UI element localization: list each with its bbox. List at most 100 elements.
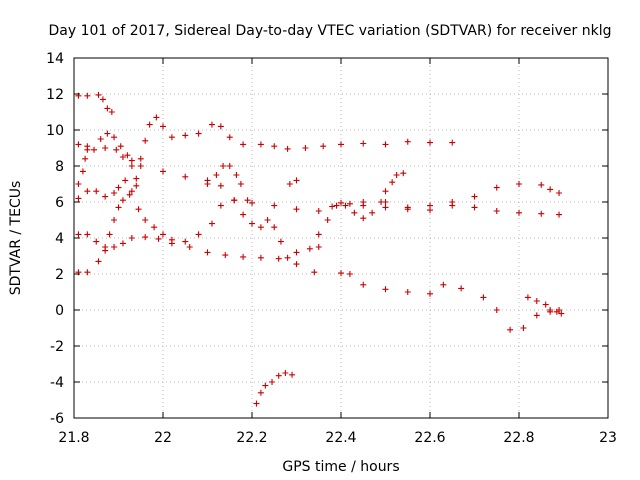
data-point	[233, 172, 240, 178]
series-satellite-c	[75, 146, 91, 187]
y-tick-label: 0	[55, 303, 64, 319]
series-satellite-i	[231, 197, 322, 261]
data-point	[91, 146, 98, 153]
data-point	[329, 203, 336, 210]
data-point	[208, 121, 215, 128]
data-point	[382, 199, 389, 205]
data-point	[75, 141, 82, 148]
data-point	[240, 211, 247, 218]
y-tick-label: 2	[55, 267, 64, 283]
data-point	[75, 231, 82, 238]
data-point	[160, 123, 166, 130]
data-point	[558, 310, 565, 317]
data-point	[93, 188, 100, 195]
data-point	[84, 146, 91, 153]
data-point	[142, 217, 149, 223]
data-point	[427, 207, 433, 214]
data-point	[195, 130, 202, 137]
data-point	[257, 254, 264, 261]
series-satellite-a	[75, 91, 115, 115]
data-point	[516, 181, 522, 187]
data-point	[151, 224, 158, 231]
data-point	[282, 370, 289, 376]
data-point	[217, 123, 224, 130]
data-point	[404, 289, 411, 295]
data-point	[293, 177, 300, 184]
data-point	[135, 206, 142, 213]
series-satellite-e	[75, 231, 563, 333]
data-point	[320, 143, 327, 150]
data-point	[128, 157, 135, 164]
data-point	[146, 121, 153, 128]
x-axis-label: GPS time / hours	[282, 459, 399, 475]
y-tick-label: -2	[50, 339, 64, 355]
data-point	[493, 184, 500, 191]
x-tick-label: 22.8	[503, 430, 534, 446]
axis-ticks: 21.8 22 22.2 22.4 22.6 22.8 23 -6 -4 -2 0 2 4 6 8 10 12 1…	[46, 51, 617, 446]
data-point	[547, 308, 554, 315]
data-point	[404, 138, 411, 145]
y-tick-label: 8	[55, 159, 64, 175]
data-point	[111, 244, 118, 250]
data-point	[182, 173, 189, 180]
data-point	[516, 209, 522, 216]
data-point	[271, 224, 278, 231]
data-point	[338, 141, 344, 148]
data-points	[75, 91, 565, 407]
data-point	[128, 235, 135, 241]
data-point	[338, 199, 344, 206]
data-point	[315, 208, 322, 214]
data-point	[168, 134, 175, 141]
data-point	[84, 92, 91, 99]
data-point	[275, 372, 282, 379]
data-point	[95, 91, 102, 98]
data-point	[160, 168, 166, 175]
data-point	[269, 379, 276, 385]
data-point	[257, 224, 264, 231]
data-point	[133, 182, 140, 189]
data-point	[204, 181, 211, 187]
data-point	[115, 184, 122, 191]
data-point	[95, 258, 102, 265]
data-point	[480, 294, 487, 301]
data-point	[113, 146, 120, 153]
data-point	[302, 145, 309, 151]
data-point	[142, 234, 149, 241]
series-satellite-h	[204, 163, 251, 204]
data-point	[182, 238, 189, 245]
data-point	[311, 269, 318, 276]
data-point	[237, 181, 244, 187]
data-point	[542, 301, 549, 308]
data-point	[533, 298, 540, 304]
data-point	[440, 281, 447, 288]
data-point	[124, 152, 131, 159]
data-point	[155, 235, 162, 242]
y-axis-label: SDTVAR / TECUs	[8, 181, 24, 296]
data-point	[119, 197, 126, 204]
data-point	[524, 294, 531, 301]
data-point	[168, 240, 175, 247]
data-point	[264, 217, 271, 223]
data-point	[75, 195, 82, 202]
data-point	[104, 105, 111, 112]
data-point	[338, 270, 344, 277]
data-point	[102, 247, 109, 254]
data-point	[128, 163, 135, 169]
data-point	[346, 200, 353, 207]
data-point	[393, 172, 400, 178]
data-point	[253, 400, 260, 407]
data-point	[231, 197, 238, 204]
data-point	[342, 202, 349, 209]
data-point	[493, 208, 500, 214]
data-point	[315, 244, 322, 250]
y-tick-label: -6	[50, 411, 64, 427]
data-point	[449, 139, 456, 146]
data-point	[122, 177, 129, 184]
data-point	[293, 206, 300, 213]
data-point	[346, 271, 353, 277]
series-satellite-n	[524, 294, 565, 317]
data-point	[400, 170, 407, 177]
series-satellite-l	[346, 181, 563, 214]
data-point	[84, 231, 91, 238]
